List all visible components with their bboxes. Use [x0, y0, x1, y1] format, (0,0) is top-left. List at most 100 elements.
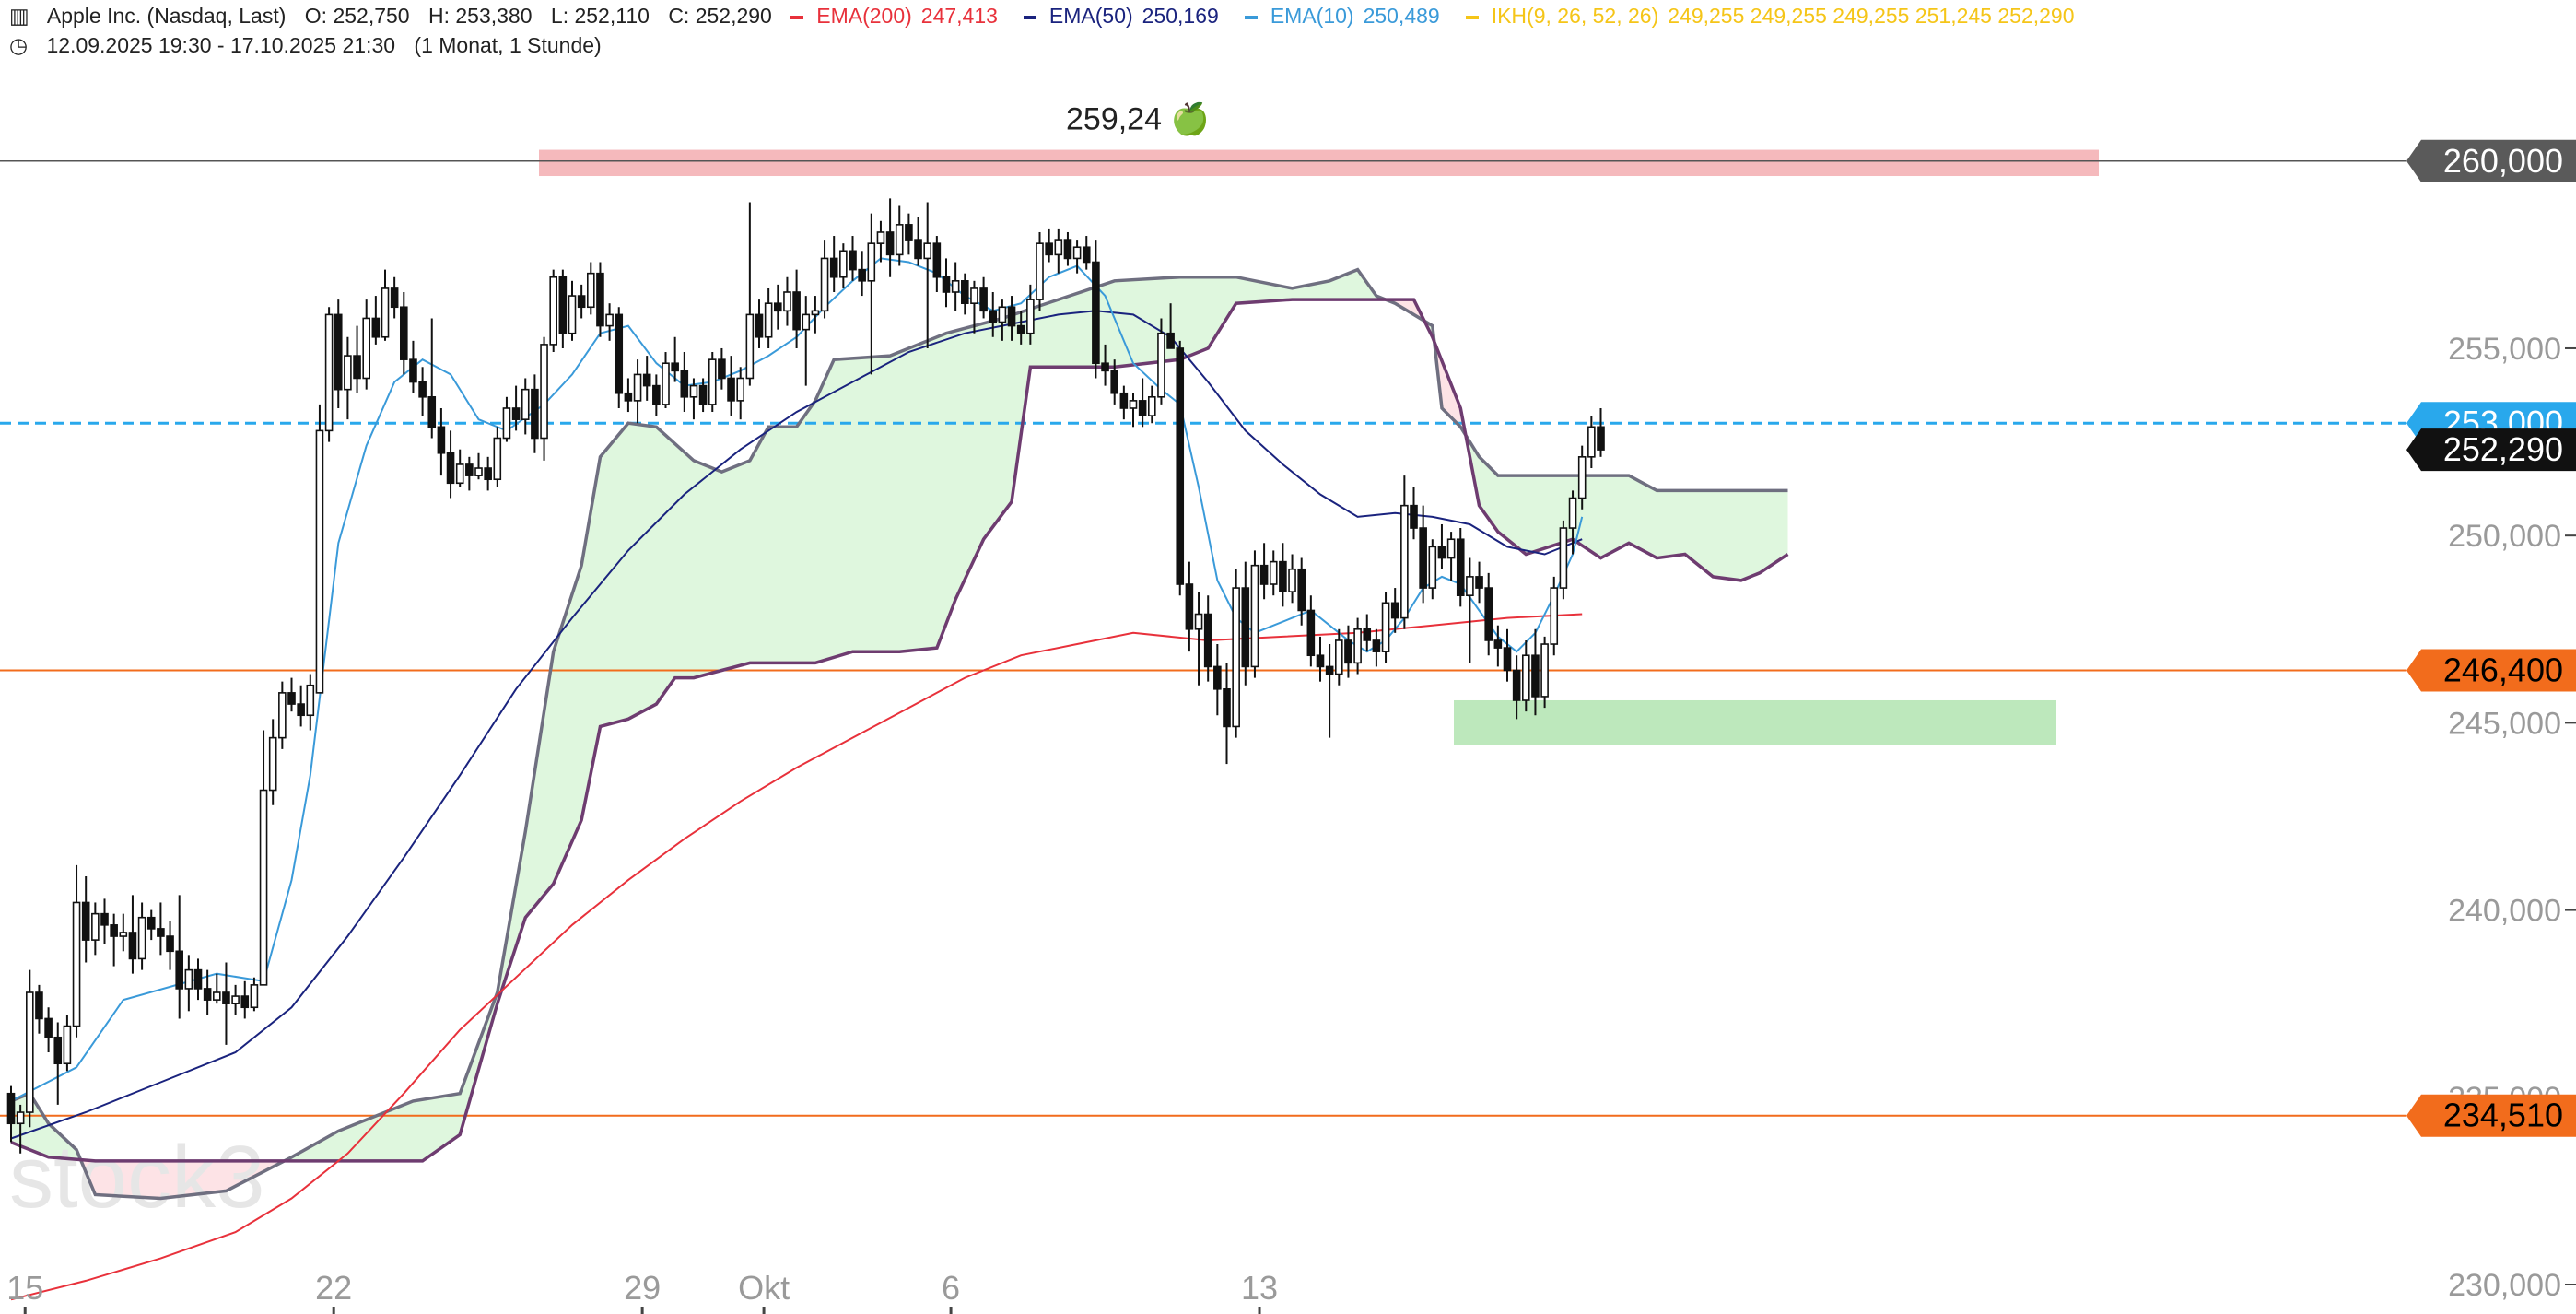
candle [792, 291, 801, 331]
x-axis-label: 29 [624, 1269, 661, 1307]
candle [1259, 564, 1269, 585]
price-label: 234,510 [2443, 1097, 2563, 1134]
watermark: stock3 [9, 1128, 264, 1226]
period-range: 12.09.2025 19:30 - 17.10.2025 21:30 [46, 33, 396, 57]
candle [1297, 568, 1306, 612]
candle [427, 395, 437, 428]
candle [353, 355, 361, 380]
legend-value: 250,489 [1363, 4, 1440, 28]
candle [615, 313, 624, 394]
candle [849, 250, 857, 271]
candle [72, 901, 81, 1027]
resistance-zone [539, 149, 2099, 177]
candle [1045, 242, 1053, 256]
candle [586, 272, 595, 309]
period-row: ◷ 12.09.2025 19:30 - 17.10.2025 21:30 (1… [9, 33, 615, 58]
candle [1063, 239, 1072, 260]
candle [773, 302, 782, 312]
high-annotation: 259,24 🍏 [1066, 101, 1210, 137]
candle [1559, 527, 1568, 589]
cloud-bearish-area [81, 1159, 285, 1199]
ema10-line [10, 257, 1584, 1102]
candle [465, 463, 474, 476]
candle [1072, 246, 1082, 260]
candle [895, 224, 904, 256]
candle [970, 287, 978, 304]
candle [1493, 639, 1503, 649]
candle [493, 437, 502, 481]
candle [1082, 246, 1091, 264]
candle [1400, 504, 1409, 619]
candle [568, 295, 577, 334]
candle [268, 736, 277, 792]
y-axis-label: 240,000 [2448, 894, 2561, 929]
legend-item[interactable]: EMA(50) 250,169 [1023, 4, 1232, 28]
candle [1185, 583, 1194, 630]
candle [727, 377, 735, 402]
candle [1036, 242, 1044, 300]
candle [1381, 602, 1390, 652]
candle [231, 995, 240, 1004]
candle [455, 463, 464, 485]
candle [642, 373, 651, 387]
candle [474, 467, 483, 476]
candle [315, 429, 324, 694]
candle [390, 287, 399, 309]
candle [1241, 587, 1250, 668]
candle [914, 239, 922, 260]
candle [652, 384, 661, 405]
legend-item[interactable]: EMA(200) 247,413 [790, 4, 1011, 28]
candle [1138, 400, 1147, 416]
candle [324, 313, 334, 432]
candle [736, 377, 745, 402]
y-axis-label: 250,000 [2448, 519, 2561, 554]
candle [1550, 587, 1559, 645]
candle [1110, 370, 1118, 394]
candle [1372, 639, 1381, 652]
candle [110, 924, 118, 937]
candle [399, 306, 408, 360]
legend-item[interactable]: IKH(9, 26, 52, 26) 249,255 249,255 249,25… [1465, 4, 2088, 28]
price-label-box [2406, 649, 2576, 692]
candle [1269, 560, 1278, 585]
legend-item[interactable]: EMA(10) 250,489 [1244, 4, 1453, 28]
candle [1344, 639, 1352, 664]
candle [446, 452, 455, 485]
candle [250, 984, 259, 1009]
candle [858, 268, 866, 282]
candle [1119, 392, 1129, 409]
candle [1223, 688, 1231, 728]
price-label: 252,290 [2443, 430, 2563, 468]
candle [1335, 639, 1343, 675]
candle [689, 384, 698, 398]
candle [6, 1092, 16, 1125]
x-axis-label: 6 [942, 1269, 960, 1307]
price-label-box [2406, 139, 2576, 182]
candle [53, 1036, 63, 1065]
candle [25, 991, 34, 1113]
candle [418, 381, 427, 398]
x-axis-label: 13 [1241, 1269, 1278, 1307]
candle [755, 313, 764, 338]
candle [1176, 347, 1185, 585]
cloud-span-b-line [10, 298, 1789, 1163]
candle [128, 932, 137, 960]
candle [998, 306, 1007, 323]
legend-swatch [790, 15, 804, 19]
candle [484, 467, 492, 481]
candle [783, 291, 791, 312]
candle [1363, 628, 1372, 641]
candle [437, 426, 446, 454]
low-value: L: 252,110 [550, 4, 650, 28]
symbol-name: Apple Inc. (Nasdaq, Last) [46, 4, 287, 28]
support-zone [1454, 699, 2056, 745]
candle [680, 370, 689, 398]
candle [951, 280, 960, 293]
candle [371, 317, 381, 338]
legend-value: 247,413 [920, 4, 998, 28]
candle [1148, 395, 1156, 416]
candle [671, 362, 679, 372]
candle [549, 276, 558, 346]
candle [137, 916, 146, 960]
